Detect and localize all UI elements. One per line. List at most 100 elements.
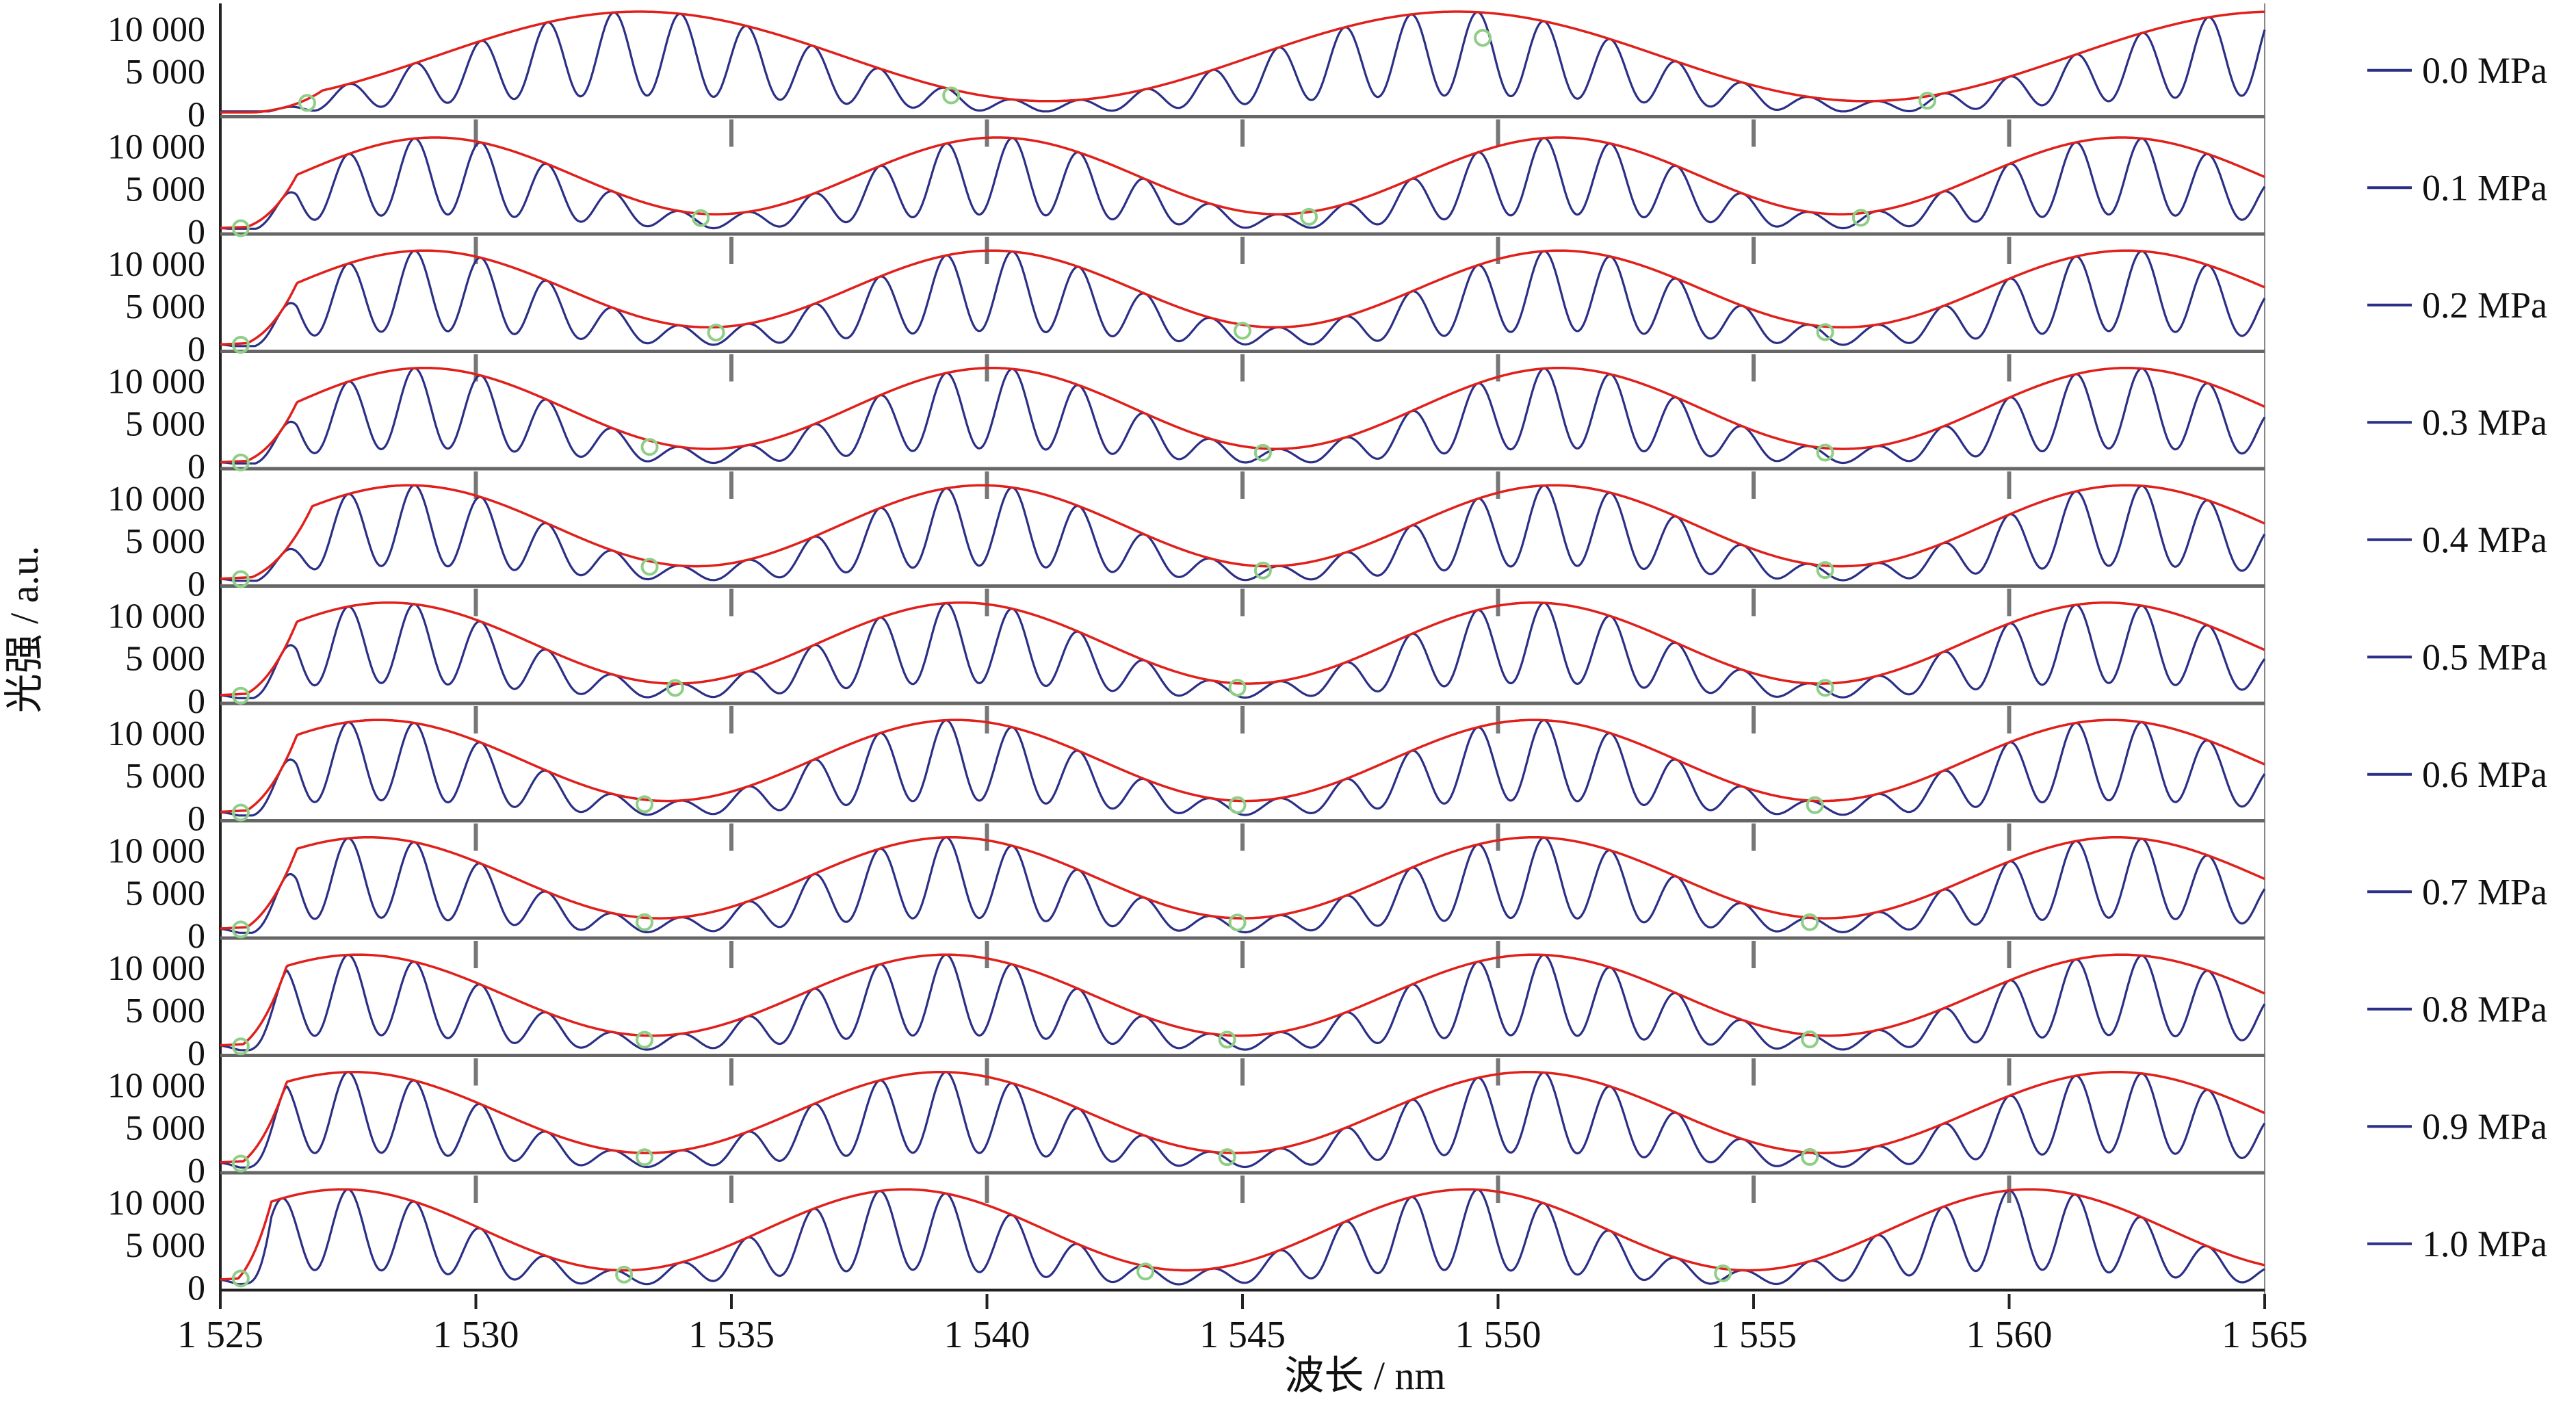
x-axis: 1 525 1 530 1 535 1 540 1 545 1 550 1 555 1 560… (177, 1294, 2308, 1356)
minimum-marker (231, 453, 250, 471)
panel-0-0-mpa: 0 5 000 10 000 0.0 MPa (107, 10, 2547, 147)
minimum-marker (1801, 1030, 1819, 1049)
minimum-marker (707, 323, 725, 341)
envelope-line (220, 136, 2265, 229)
minimum-marker (231, 1154, 250, 1173)
y-tick-label: 10 000 (107, 10, 205, 49)
y-tick-label: 10 000 (107, 1066, 205, 1105)
panel-0-6-mpa: 0 5 000 10 000 0.6 MPa (107, 714, 2547, 851)
x-tick-label: 1 535 (688, 1314, 775, 1356)
minimum-marker (231, 335, 250, 354)
y-tick-label: 10 000 (107, 245, 205, 284)
minimum-marker (1816, 323, 1834, 341)
minimum-marker (1300, 207, 1318, 226)
minimum-marker (1714, 1264, 1732, 1283)
minimum-marker (231, 920, 250, 939)
minimum-marker (1253, 443, 1272, 462)
panel-0-3-mpa: 05 000 10 000 0.3 MPa (107, 362, 2547, 499)
envelope-line (220, 249, 2265, 346)
x-tick-label: 1 560 (1966, 1314, 2053, 1356)
y-tick-label: 5 000 (125, 405, 205, 444)
y-tick-label: 5 000 (125, 522, 205, 561)
y-tick-label: 0 (187, 96, 205, 135)
y-axis-label: 光强 / a.u. (2, 546, 47, 714)
panel-0-1-mpa: 0 5 000 10 000 0.1 MPa (107, 127, 2547, 264)
minimum-marker (298, 94, 316, 112)
y-tick-label: 10 000 (107, 362, 205, 401)
minimum-marker (615, 1265, 634, 1284)
minimum-marker (692, 209, 710, 227)
panel-0-9-mpa: 0 5 000 10 000 0.9 MPa (107, 1066, 2547, 1203)
minimum-marker (1816, 443, 1834, 462)
legend-label: 0.8 MPa (2422, 989, 2547, 1030)
spectrum-line (220, 1188, 2265, 1286)
minimum-marker (636, 1030, 654, 1049)
minimum-marker (231, 1269, 250, 1288)
minimum-marker (231, 219, 250, 237)
legend-label: 0.2 MPa (2422, 285, 2547, 326)
minimum-marker (1234, 322, 1251, 340)
y-tick-label: 10 000 (107, 949, 205, 988)
y-tick-label: 0 (187, 1152, 205, 1191)
legend-label: 0.9 MPa (2422, 1106, 2547, 1147)
minimum-marker (1228, 796, 1247, 814)
legend-label: 1.0 MPa (2422, 1223, 2547, 1264)
minimum-marker (636, 913, 654, 931)
legend-label: 0.0 MPa (2422, 50, 2547, 91)
minimum-marker (1228, 679, 1247, 697)
minimum-marker (1801, 913, 1819, 931)
y-tick-label: 5 000 (125, 640, 205, 679)
y-tick-label: 0 (187, 447, 205, 486)
minimum-marker (1228, 913, 1247, 932)
minimum-marker (1474, 29, 1492, 47)
envelope-line (220, 1070, 2265, 1164)
y-tick-label: 5 000 (125, 874, 205, 913)
minimum-marker (231, 803, 250, 822)
x-tick-label: 1 525 (177, 1314, 263, 1356)
minimum-marker (231, 686, 250, 705)
minimum-marker (1801, 1147, 1819, 1166)
spectrum-line (220, 601, 2266, 699)
y-tick-label: 10 000 (107, 127, 205, 166)
y-tick-label: 0 (187, 1269, 205, 1308)
minimum-marker (1851, 209, 1870, 227)
y-tick-label: 5 000 (125, 991, 205, 1030)
minimum-marker (1218, 1030, 1236, 1049)
spectrum-line (220, 137, 2266, 230)
legend-label: 0.4 MPa (2422, 519, 2547, 560)
x-axis-label: 波长 / nm (1284, 1353, 1445, 1398)
y-tick-label: 0 (187, 917, 205, 956)
x-tick-label: 1 565 (2222, 1314, 2308, 1356)
legend-label: 0.1 MPa (2422, 167, 2547, 208)
spectrum-line (220, 11, 2266, 113)
minimum-marker (1806, 796, 1824, 814)
y-tick-label: 10 000 (107, 597, 205, 636)
panel-0-7-mpa: 0 5 000 10 000 0.7 MPa (107, 831, 2547, 968)
y-tick-label: 0 (187, 213, 205, 252)
spectrum-line (220, 836, 2266, 934)
y-tick-label: 5 000 (125, 53, 205, 92)
envelope-line (220, 10, 2265, 114)
minimum-marker (1816, 679, 1834, 697)
spectrum-line (220, 367, 2266, 465)
y-tick-label: 5 000 (125, 757, 205, 796)
envelope-line (220, 366, 2265, 464)
y-tick-label: 0 (187, 330, 205, 369)
envelope-line (220, 953, 2265, 1047)
spectrum-line (220, 484, 2266, 582)
minimum-marker (231, 570, 250, 588)
y-tick-label: 0 (187, 1035, 205, 1074)
y-tick-label: 0 (187, 682, 205, 721)
minimum-marker (1218, 1148, 1236, 1167)
y-tick-label: 0 (187, 800, 205, 839)
panel-0-5-mpa: 05 000 10 000 0.5 MPa (107, 597, 2547, 734)
y-tick-label: 5 000 (125, 170, 205, 209)
legend-label: 0.7 MPa (2422, 871, 2547, 912)
minimum-marker (231, 1037, 250, 1056)
envelope-line (220, 484, 2265, 580)
